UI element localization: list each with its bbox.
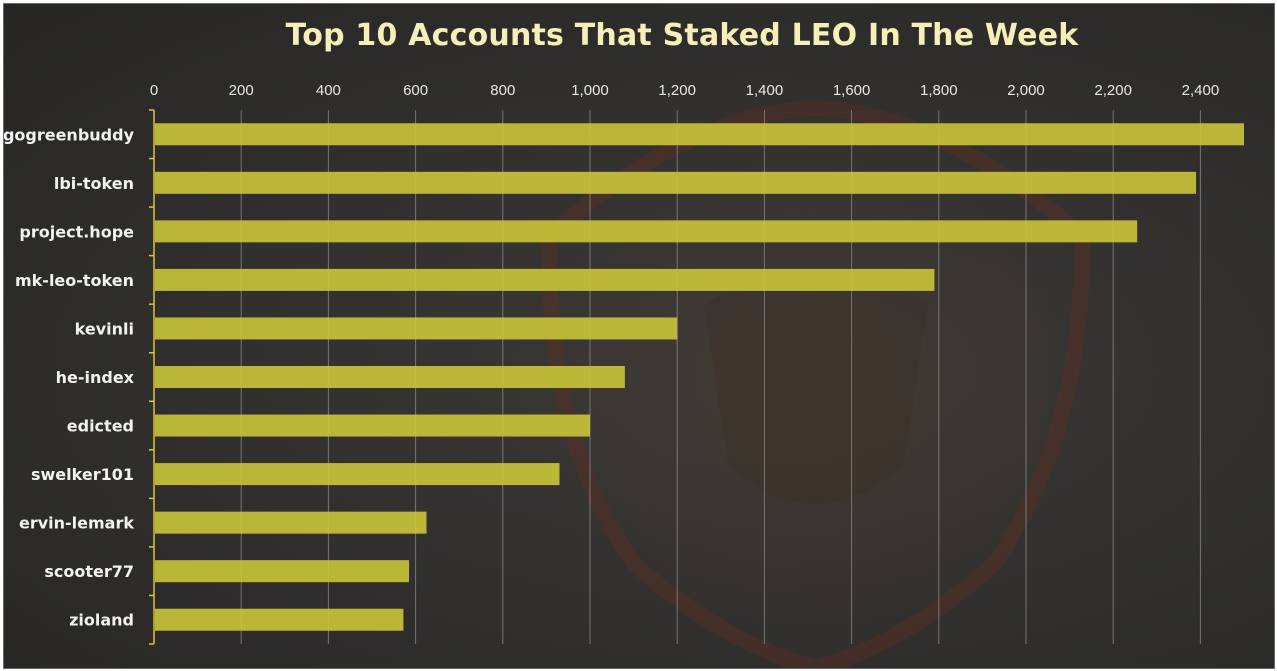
chart-frame: Top 10 Accounts That Staked LEO In The W… (3, 3, 1275, 669)
category-label: scooter77 (44, 562, 134, 581)
y-axis-tick-marks (149, 109, 154, 645)
category-label: kevinli (75, 319, 134, 338)
x-tick-label: 1,400 (746, 82, 784, 99)
x-tick-label: 1,800 (920, 82, 958, 99)
bar (155, 463, 560, 486)
x-tick-label: 1,200 (658, 82, 696, 99)
chart-title: Top 10 Accounts That Staked LEO In The W… (285, 18, 1079, 53)
category-label: gogreenbuddy (4, 125, 135, 144)
bar (155, 414, 590, 437)
category-label: ervin-lemark (19, 514, 134, 533)
category-label: zioland (69, 611, 134, 630)
x-tick-label: 2,200 (1094, 82, 1132, 99)
bar (155, 560, 410, 583)
category-label: mk-leo-token (15, 271, 134, 290)
bar (155, 268, 935, 291)
x-tick-label: 1,600 (833, 82, 871, 99)
bar-chart: 0 200 400 600 800 1,000 1,200 1,400 1,600 1,800 2,… (4, 82, 1244, 668)
bar (155, 511, 427, 534)
bars (155, 123, 1244, 631)
x-tick-label: 200 (229, 82, 254, 99)
bar (155, 608, 404, 631)
bar (155, 123, 1244, 146)
x-tick-label: 600 (403, 82, 428, 99)
x-tick-label: 400 (316, 82, 341, 99)
x-tick-label: 2,400 (1182, 82, 1220, 99)
bar (155, 171, 1197, 194)
y-axis-category-labels: gogreenbuddy lbi-token project.hope mk-leo-… (4, 125, 135, 629)
bar (155, 366, 625, 388)
category-label: lbi-token (54, 174, 134, 193)
category-label: edicted (67, 417, 134, 436)
category-label: project.hope (19, 222, 134, 241)
category-label: he-index (56, 368, 135, 387)
x-tick-label: 2,000 (1007, 82, 1045, 99)
x-axis-tick-labels: 0 200 400 600 800 1,000 1,200 1,400 1,600 1,800 2,… (150, 82, 1219, 99)
x-tick-label: 1,000 (571, 82, 609, 99)
x-tick-label: 0 (150, 82, 158, 99)
gridlines (240, 110, 1201, 644)
x-tick-label: 800 (490, 82, 515, 99)
category-label: swelker101 (31, 465, 134, 484)
bar (155, 317, 678, 340)
bar (155, 220, 1138, 243)
